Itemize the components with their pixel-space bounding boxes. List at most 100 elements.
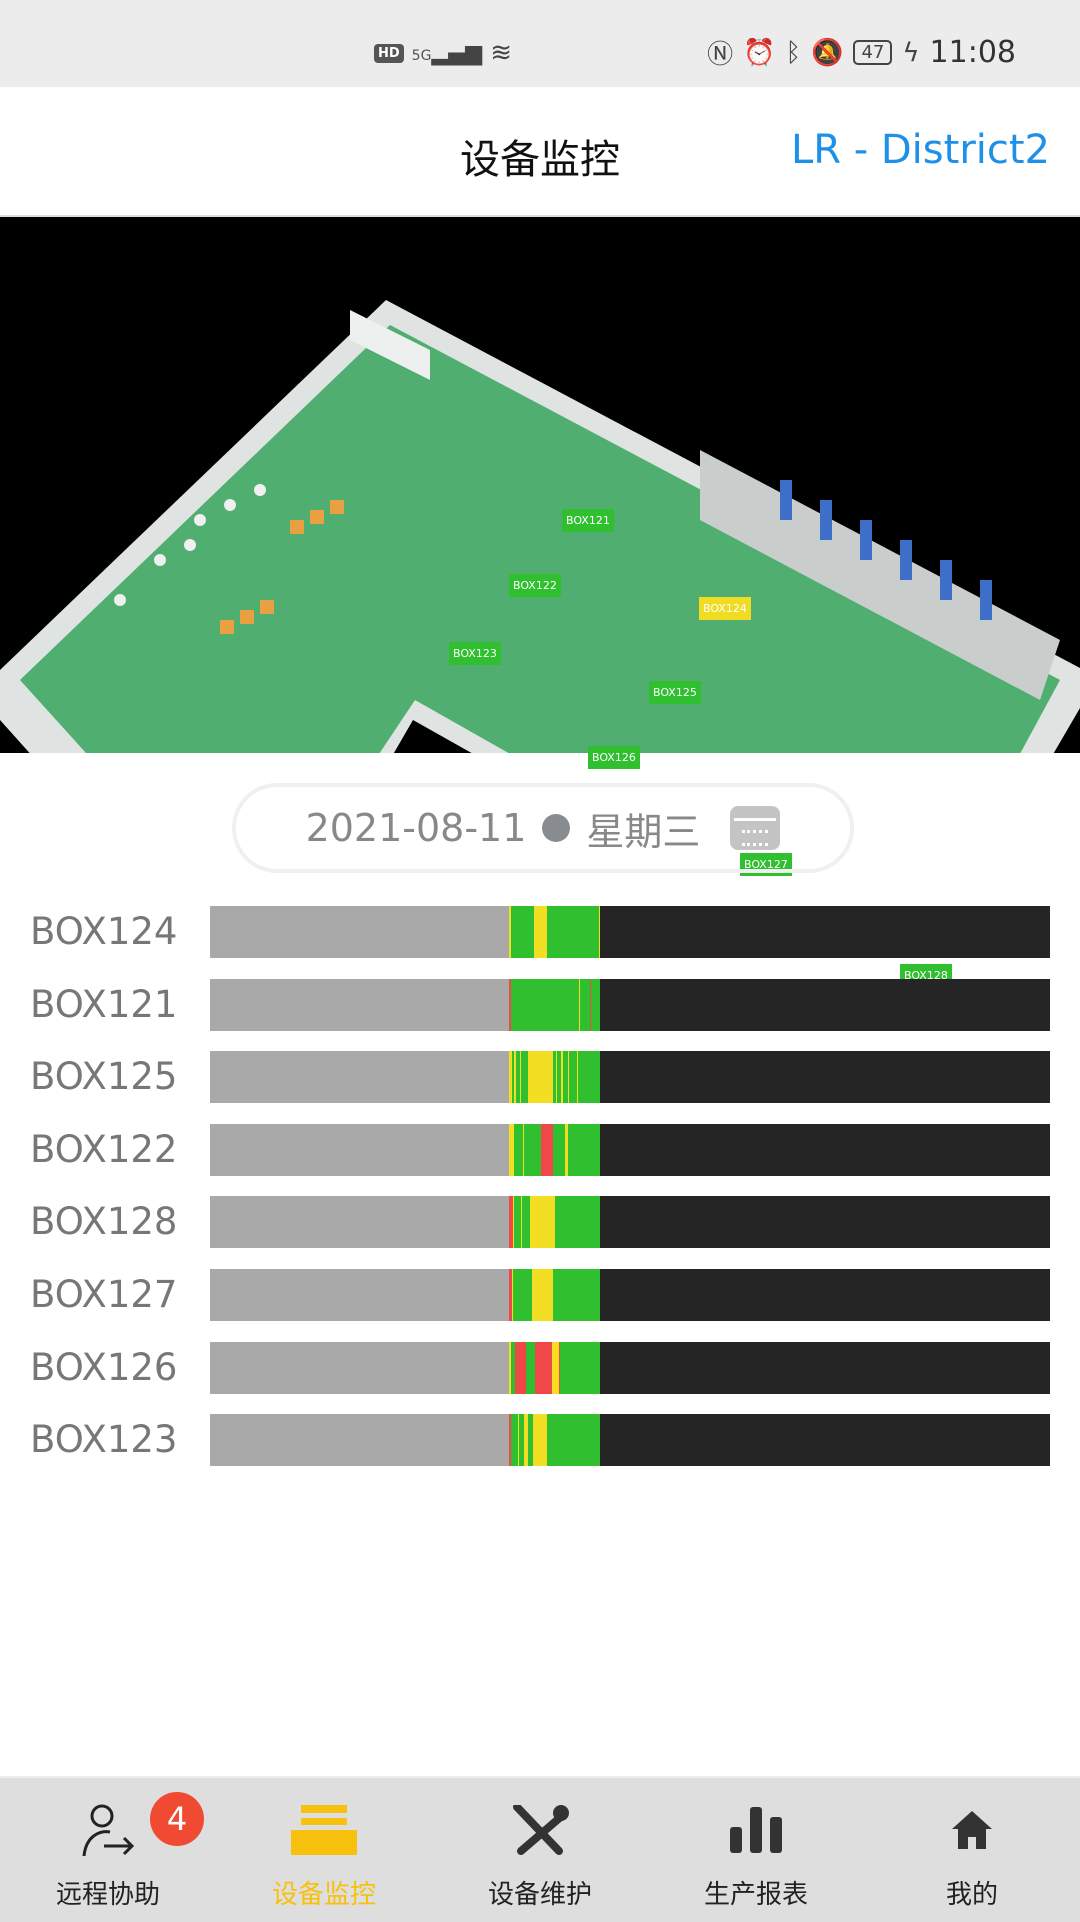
wifi-icon: ≋ xyxy=(490,38,512,68)
status-segment-idle xyxy=(523,1123,525,1176)
status-segment-running xyxy=(514,1196,521,1249)
mute-bell-icon: 🔕 xyxy=(811,37,844,68)
status-bar-timeline[interactable] xyxy=(210,906,1050,958)
offline-segment xyxy=(210,1196,510,1249)
status-bar-timeline[interactable] xyxy=(210,1414,1050,1467)
status-bar-timeline[interactable] xyxy=(210,1051,1050,1104)
offline-segment xyxy=(210,1123,510,1176)
status-segment-idle xyxy=(567,1051,569,1104)
timeline-row[interactable]: BOX126 xyxy=(0,1341,1080,1394)
map-tag-box125[interactable]: BOX125 xyxy=(649,681,701,704)
status-segment-idle xyxy=(513,1196,515,1249)
nav-label: 生产报表 xyxy=(703,1880,808,1910)
status-segment-running xyxy=(510,906,535,958)
page-title: 设备监控 xyxy=(460,137,620,183)
status-segment-idle xyxy=(528,1051,553,1104)
status-segment-running xyxy=(520,1051,529,1104)
status-segment-running xyxy=(552,1269,600,1321)
status-segment-alarm xyxy=(558,1341,561,1394)
map-tag-box122[interactable]: BOX122 xyxy=(509,574,561,597)
nav-label: 远程协助 xyxy=(55,1880,160,1910)
nav-device-monitor[interactable]: 设备监控 xyxy=(216,1778,432,1922)
factory-3d-map[interactable]: BOX121 BOX122 BOX123 BOX124 BOX125 BOX12… xyxy=(0,217,1080,987)
status-segment-running xyxy=(546,1414,600,1467)
status-segment-running xyxy=(524,1123,541,1176)
status-segment-alarm xyxy=(535,1341,552,1394)
status-segment-idle xyxy=(577,1051,578,1104)
status-segment-running xyxy=(525,1341,536,1394)
device-name: BOX126 xyxy=(30,1345,178,1389)
status-bar-timeline[interactable] xyxy=(210,1341,1050,1394)
status-segment-alarm xyxy=(514,1341,526,1394)
timeline-row[interactable]: BOX123 xyxy=(0,1414,1080,1467)
status-bar-timeline[interactable] xyxy=(210,1269,1050,1321)
map-tag-box126[interactable]: BOX126 xyxy=(588,746,640,769)
status-segment-idle xyxy=(530,1196,556,1249)
nav-label: 设备维护 xyxy=(487,1880,592,1910)
status-segment-running xyxy=(552,1051,557,1104)
district-selector[interactable]: LR - District2 xyxy=(790,127,1050,173)
offline-segment xyxy=(210,1051,510,1104)
status-segment-running xyxy=(555,1196,600,1249)
status-segment-running xyxy=(579,978,590,1031)
status-segment-idle xyxy=(514,1051,516,1104)
map-tag-box123[interactable]: BOX123 xyxy=(449,642,501,665)
status-segment-idle xyxy=(519,1051,521,1104)
status-segment-running xyxy=(556,1051,562,1104)
status-segment-running xyxy=(591,978,600,1031)
nfc-icon: Ⓝ xyxy=(707,40,734,70)
status-segment-running xyxy=(546,906,599,958)
alarm-icon: ⏰ xyxy=(743,37,776,68)
device-name: BOX123 xyxy=(30,1418,178,1462)
device-name: BOX124 xyxy=(30,910,178,953)
bar-chart-icon xyxy=(648,1800,864,1860)
nav-mine[interactable]: 我的 xyxy=(864,1778,1080,1922)
status-segment-running xyxy=(562,1051,568,1104)
date-picker[interactable]: 2021-08-11 星期三 xyxy=(232,783,854,873)
map-tag-box124[interactable]: BOX124 xyxy=(699,597,751,620)
map-tag-box121[interactable]: BOX121 xyxy=(562,509,614,532)
offline-segment xyxy=(210,1341,510,1394)
separator-dot xyxy=(542,814,571,842)
status-segment-alarm xyxy=(509,978,511,1031)
date-value: 2021-08-11 xyxy=(305,806,527,850)
status-segment-idle xyxy=(534,906,547,958)
device-name: BOX121 xyxy=(30,982,178,1026)
status-segment-running xyxy=(510,978,579,1031)
timeline-row[interactable]: BOX121 xyxy=(0,978,1080,1031)
status-bar-timeline[interactable] xyxy=(210,1196,1050,1249)
status-segment-running xyxy=(567,1123,600,1176)
timeline-row[interactable]: BOX125 xyxy=(0,1051,1080,1104)
timeline-row[interactable]: BOX128 xyxy=(0,1196,1080,1249)
weekday: 星期三 xyxy=(586,809,701,854)
remote-assist-icon xyxy=(0,1800,216,1860)
status-segment-idle xyxy=(518,1414,520,1467)
timeline-row[interactable]: BOX122 xyxy=(0,1123,1080,1176)
status-segment-running xyxy=(528,1414,534,1467)
status-bar-timeline[interactable] xyxy=(210,978,1050,1031)
status-segment-running xyxy=(515,1051,520,1104)
nav-device-maintenance[interactable]: 设备维护 xyxy=(432,1778,648,1922)
offline-segment xyxy=(210,906,510,958)
status-segment-idle xyxy=(509,1341,511,1394)
nav-production-report[interactable]: 生产报表 xyxy=(648,1778,864,1922)
status-segment-idle xyxy=(509,1123,515,1176)
status-segment-idle xyxy=(524,1414,529,1467)
nav-remote-assist[interactable]: 4 远程协助 xyxy=(0,1778,216,1922)
monitor-stack-icon xyxy=(216,1800,432,1860)
status-segment-idle xyxy=(598,906,600,958)
signal-icon: 5G▂▄▆ xyxy=(411,40,483,66)
nav-label: 设备监控 xyxy=(271,1880,376,1910)
calendar-icon[interactable] xyxy=(730,806,781,850)
charging-icon: ϟ xyxy=(902,37,920,68)
timeline-row[interactable]: BOX127 xyxy=(0,1269,1080,1321)
status-segment-alarm xyxy=(509,1196,514,1249)
status-bar: HD 5G▂▄▆ ≋ Ⓝ ⏰ ᛒ 🔕 47 ϟ 11:08 xyxy=(0,0,1080,87)
status-segment-idle xyxy=(565,1123,568,1176)
status-bar-timeline[interactable] xyxy=(210,1123,1050,1176)
bluetooth-icon: ᛒ xyxy=(785,37,802,68)
timeline-row[interactable]: BOX124 xyxy=(0,906,1080,958)
offline-segment xyxy=(210,1269,510,1321)
device-name: BOX125 xyxy=(30,1055,178,1099)
status-segment-alarm xyxy=(509,1269,513,1321)
